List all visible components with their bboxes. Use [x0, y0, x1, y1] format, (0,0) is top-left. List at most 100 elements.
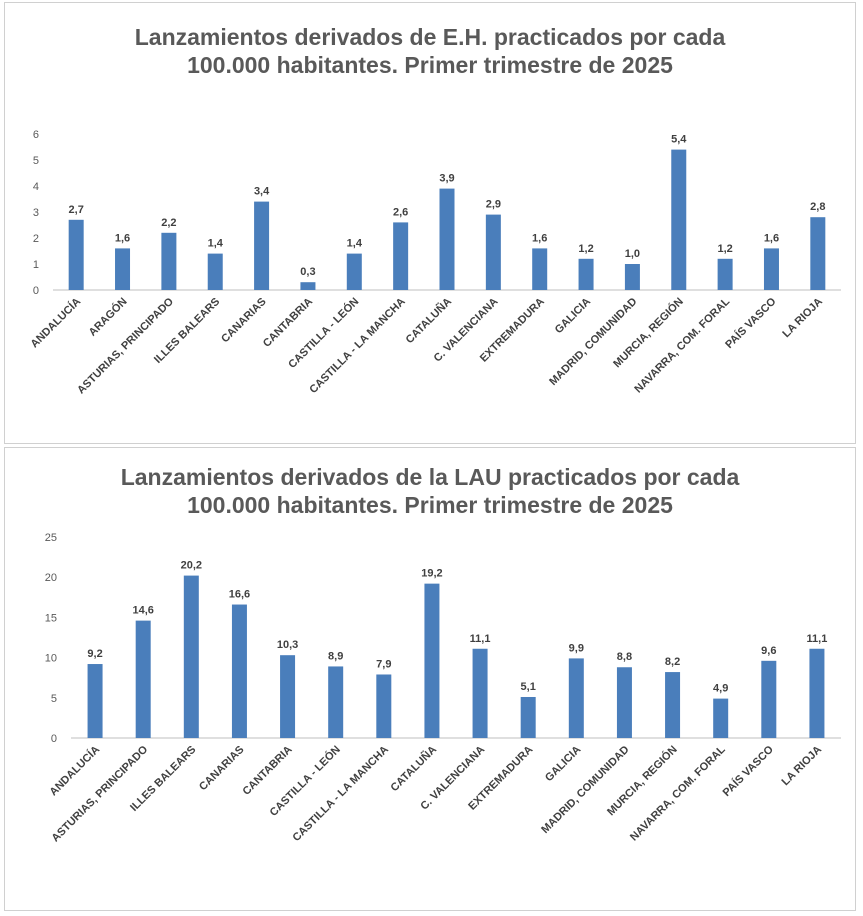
bar	[485, 214, 501, 290]
category-label: CASTILLA - LA MANCHA	[307, 296, 407, 396]
data-label: 1,0	[625, 248, 640, 260]
y-tick-label: 2	[33, 233, 39, 245]
data-label: 9,6	[761, 645, 776, 657]
bar	[207, 253, 223, 290]
data-label: 1,4	[347, 238, 363, 250]
y-tick-label: 5	[33, 155, 39, 167]
data-label: 8,8	[617, 651, 632, 663]
chart-panel-eh: Lanzamientos derivados de E.H. practicad…	[4, 2, 856, 444]
bar-chart-eh: 0 1 2 3 4 5 6 2,7 ANDALUCÍA 1,6 ARAGÓN 2,2 ASTURIAS,…	[28, 129, 841, 396]
data-label: 1,6	[115, 232, 130, 244]
data-label: 11,1	[807, 633, 828, 645]
y-tick-label: 15	[45, 612, 57, 624]
y-tick-label: 1	[33, 259, 39, 271]
bar	[161, 232, 177, 290]
bar	[472, 648, 488, 738]
chart-title-line2: 100.000 habitantes. Primer trimestre de …	[187, 492, 673, 518]
data-label: 1,6	[764, 232, 779, 244]
category-label: PAÍS VASCO	[720, 743, 776, 799]
chart-title-eh: Lanzamientos derivados de E.H. practicad…	[5, 23, 855, 79]
y-tick-label: 6	[33, 129, 39, 141]
y-tick-label: 25	[45, 532, 57, 544]
data-label: 2,9	[486, 199, 501, 211]
bar	[424, 583, 440, 738]
chart-title-line1: Lanzamientos derivados de la LAU practic…	[120, 464, 740, 490]
data-label: 16,6	[229, 589, 250, 601]
category-label: ANDALUCÍA	[28, 295, 83, 350]
bar	[624, 264, 640, 290]
y-tick-label: 4	[33, 181, 39, 193]
bar	[439, 188, 455, 290]
bar	[231, 604, 247, 738]
bar	[761, 660, 777, 738]
y-tick-label: 0	[33, 285, 39, 297]
data-label: 2,2	[161, 217, 176, 229]
data-label: 5,1	[521, 681, 536, 693]
data-label: 3,9	[439, 173, 454, 185]
bar	[568, 658, 584, 738]
bar	[280, 655, 296, 738]
bar	[520, 696, 536, 738]
data-label: 14,6	[132, 605, 153, 617]
bar	[376, 674, 392, 738]
bar	[717, 258, 733, 290]
category-label: CANTABRIA	[241, 744, 295, 798]
bar	[532, 248, 548, 290]
data-label: 0,3	[300, 266, 315, 278]
data-label: 8,2	[665, 656, 680, 668]
category-label: GALICIA	[543, 744, 583, 784]
data-label: 4,9	[713, 683, 728, 695]
data-label: 9,9	[569, 642, 584, 654]
category-label: ARAGÓN	[86, 295, 130, 339]
data-label: 1,4	[208, 238, 224, 250]
bar-chart-lau: 0 5 10 15 20 25 9,2 ANDALUCÍA 14,6 ASTURIAS, PRIN…	[45, 532, 841, 844]
data-label: 1,2	[717, 243, 732, 255]
category-label: CASTILLA - LA MANCHA	[291, 744, 391, 844]
category-label: GALICIA	[553, 296, 593, 336]
data-label: 19,2	[421, 568, 442, 580]
data-label: 11,1	[470, 633, 491, 645]
bar	[665, 672, 681, 738]
chart-panel-lau: Lanzamientos derivados de la LAU practic…	[4, 447, 856, 911]
category-label: LA RIOJA	[780, 296, 825, 341]
bar	[135, 620, 151, 738]
data-label: 2,6	[393, 206, 408, 218]
bar	[393, 222, 409, 290]
bar	[578, 258, 594, 290]
category-label: NAVARRA, COM. FORAL	[628, 743, 728, 843]
y-tick-label: 20	[45, 572, 57, 584]
bar	[713, 698, 729, 738]
category-label: ANDALUCÍA	[47, 743, 102, 798]
category-label: LA RIOJA	[780, 744, 825, 789]
data-label: 20,2	[181, 560, 202, 572]
data-label: 9,2	[87, 648, 102, 660]
bar	[68, 219, 84, 290]
bar	[346, 253, 362, 290]
y-tick-label: 0	[51, 733, 57, 745]
bar	[254, 201, 270, 290]
chart-title-lau: Lanzamientos derivados de la LAU practic…	[5, 463, 855, 519]
category-label: ASTURIAS, PRINCIPADO	[49, 743, 150, 844]
bar	[300, 282, 316, 290]
data-label: 1,6	[532, 232, 547, 244]
chart-title-line2: 100.000 habitantes. Primer trimestre de …	[187, 52, 673, 78]
data-label: 1,2	[578, 243, 593, 255]
category-label: MADRID, COMUNIDAD	[539, 744, 631, 836]
data-label: 7,9	[376, 658, 391, 670]
bar	[809, 648, 825, 738]
data-label: 10,3	[277, 639, 298, 651]
y-tick-label: 3	[33, 207, 39, 219]
chart-title-line1: Lanzamientos derivados de E.H. practicad…	[134, 24, 726, 50]
category-label: MADRID, COMUNIDAD	[547, 296, 639, 388]
data-label: 8,9	[328, 650, 343, 662]
category-label: CANARIAS	[219, 296, 269, 346]
category-label: CANARIAS	[197, 744, 247, 794]
category-label: CATALUÑA	[388, 743, 439, 794]
data-label: 2,8	[810, 201, 825, 213]
category-label: CATALUÑA	[403, 295, 454, 346]
bar	[115, 248, 131, 290]
bar	[671, 149, 687, 290]
data-label: 5,4	[671, 134, 687, 146]
data-label: 3,4	[254, 186, 270, 198]
bar	[763, 248, 779, 290]
